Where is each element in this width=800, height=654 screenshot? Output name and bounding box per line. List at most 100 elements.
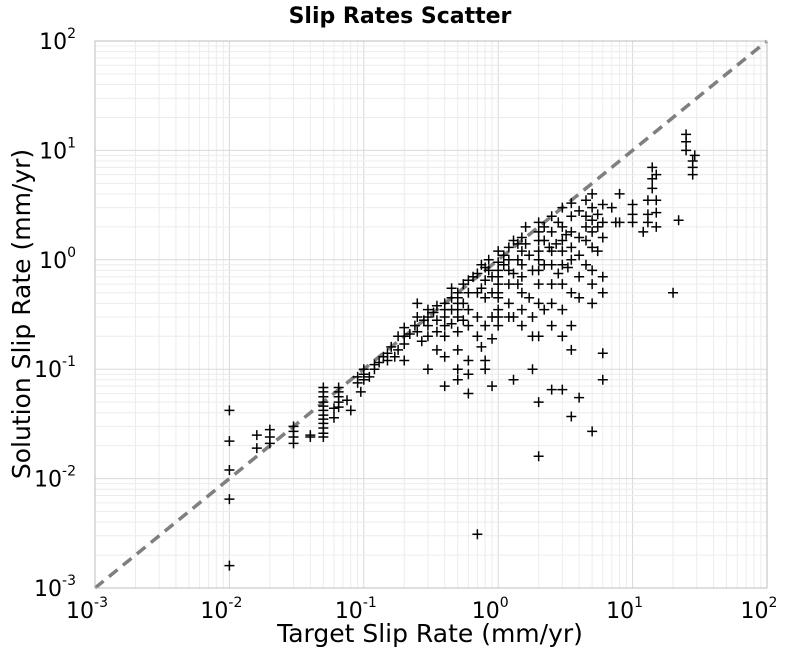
data-point: [574, 292, 585, 303]
data-point: [551, 238, 562, 249]
y-tick-label: 10-3: [34, 573, 76, 602]
data-point: [673, 215, 684, 226]
data-point: [557, 259, 568, 270]
data-point: [393, 344, 404, 355]
data-point: [557, 384, 568, 395]
x-axis-label: Target Slip Rate (mm/yr): [276, 619, 583, 648]
data-point: [480, 292, 491, 303]
data-point: [431, 326, 442, 337]
data-point: [557, 304, 568, 315]
data-point: [561, 229, 572, 240]
data-point: [689, 150, 700, 161]
x-tick-label: 102: [741, 595, 778, 624]
data-point: [439, 312, 450, 323]
data-point: [412, 298, 423, 309]
data-point: [493, 246, 504, 257]
data-point: [539, 235, 550, 246]
chart-title: Slip Rates Scatter: [289, 4, 512, 29]
data-point: [318, 432, 329, 443]
data-point: [516, 304, 527, 315]
data-point: [463, 369, 474, 380]
data-point: [439, 320, 450, 331]
data-point: [546, 298, 557, 309]
data-point: [574, 250, 585, 261]
data-point: [416, 336, 427, 347]
data-point: [480, 275, 491, 286]
data-point: [399, 355, 410, 366]
data-point: [446, 283, 457, 294]
data-point: [508, 312, 519, 323]
data-point: [422, 304, 433, 315]
data-point: [463, 304, 474, 315]
data-point: [614, 217, 625, 228]
data-point: [592, 221, 603, 232]
data-point: [516, 232, 527, 243]
data-point: [539, 221, 550, 232]
data-point: [431, 344, 442, 355]
data-point: [524, 292, 535, 303]
data-point: [399, 338, 410, 349]
data-point: [480, 355, 491, 366]
data-point: [345, 405, 356, 416]
data-point: [389, 351, 400, 362]
data-point: [439, 381, 450, 392]
data-point: [592, 209, 603, 220]
data-point: [574, 205, 585, 216]
data-point: [566, 411, 577, 422]
data-point: [224, 560, 235, 571]
data-point: [627, 217, 638, 228]
data-point: [422, 364, 433, 375]
data-point: [638, 226, 649, 237]
data-point: [487, 381, 498, 392]
data-point: [358, 364, 369, 375]
data-point: [557, 331, 568, 342]
data-point: [533, 331, 544, 342]
data-point: [458, 315, 469, 326]
data-point: [651, 221, 662, 232]
data-point: [546, 211, 557, 222]
data-point: [574, 271, 585, 282]
data-point: [498, 259, 509, 270]
data-point: [557, 221, 568, 232]
data-point: [288, 438, 299, 449]
y-tick-label: 101: [39, 135, 76, 164]
data-point: [516, 271, 527, 282]
data-point: [399, 322, 410, 333]
data-point: [404, 328, 415, 339]
data-point: [364, 371, 375, 382]
data-point: [533, 226, 544, 237]
data-point: [562, 262, 573, 273]
data-point: [566, 242, 577, 253]
data-point: [668, 287, 679, 298]
data-point: [386, 341, 397, 352]
data-point: [463, 388, 474, 399]
data-point: [533, 397, 544, 408]
data-point: [264, 438, 275, 449]
data-point: [493, 279, 504, 290]
data-point: [342, 395, 353, 406]
data-point: [452, 326, 463, 337]
data-point: [566, 198, 577, 209]
data-point: [224, 464, 235, 475]
data-point: [566, 344, 577, 355]
x-tick-label: 10-3: [66, 595, 108, 624]
data-point: [587, 202, 598, 213]
data-point: [512, 279, 523, 290]
data-point: [606, 202, 617, 213]
points-layer: [224, 129, 700, 571]
data-point: [597, 271, 608, 282]
data-point: [533, 246, 544, 257]
data-point: [412, 326, 423, 337]
data-point: [587, 298, 598, 309]
data-point: [520, 221, 531, 232]
data-point: [472, 529, 483, 540]
data-point: [472, 312, 483, 323]
data-point: [224, 494, 235, 505]
data-point: [476, 283, 487, 294]
data-point: [546, 259, 557, 270]
data-point: [546, 384, 557, 395]
data-point: [587, 242, 598, 253]
data-point: [597, 374, 608, 385]
data-point: [527, 364, 538, 375]
